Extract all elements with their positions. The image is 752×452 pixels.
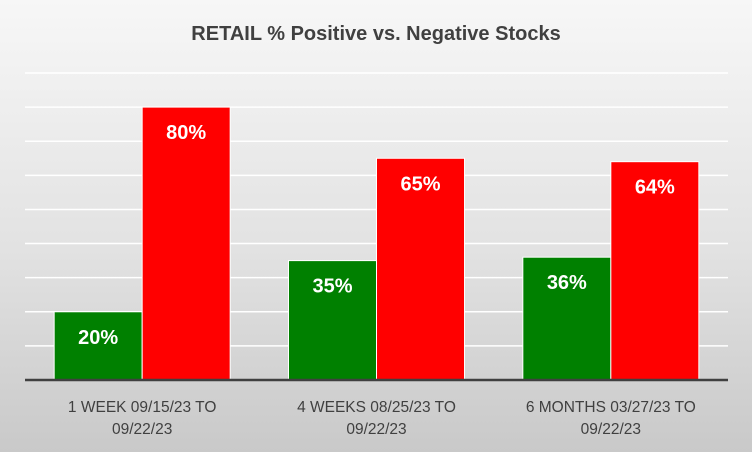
- category-labels: 1 WEEK 09/15/23 TO 09/22/23 4 WEEKS 08/25/…: [68, 399, 696, 438]
- data-label: 36%: [547, 272, 587, 294]
- category-label: 6 MONTHS 03/27/23 TO: [526, 399, 696, 416]
- data-label: 80%: [166, 122, 206, 144]
- data-labels: 20% 80% 35% 65% 36% 64%: [78, 122, 675, 349]
- data-label: 64%: [635, 177, 675, 199]
- category-label: 1 WEEK 09/15/23 TO: [68, 399, 216, 416]
- data-label: 20%: [78, 327, 118, 349]
- category-label: 4 WEEKS 08/25/23 TO: [297, 399, 456, 416]
- data-label: 35%: [312, 276, 352, 298]
- category-label: 09/22/23: [112, 421, 172, 438]
- bar: [610, 161, 700, 381]
- bars: [53, 106, 700, 381]
- data-label: 65%: [400, 173, 440, 195]
- category-label: 09/22/23: [346, 421, 406, 438]
- category-label: 09/22/23: [581, 421, 641, 438]
- chart-title: RETAIL % Positive vs. Negative Stocks: [191, 23, 560, 45]
- bar: [141, 106, 231, 381]
